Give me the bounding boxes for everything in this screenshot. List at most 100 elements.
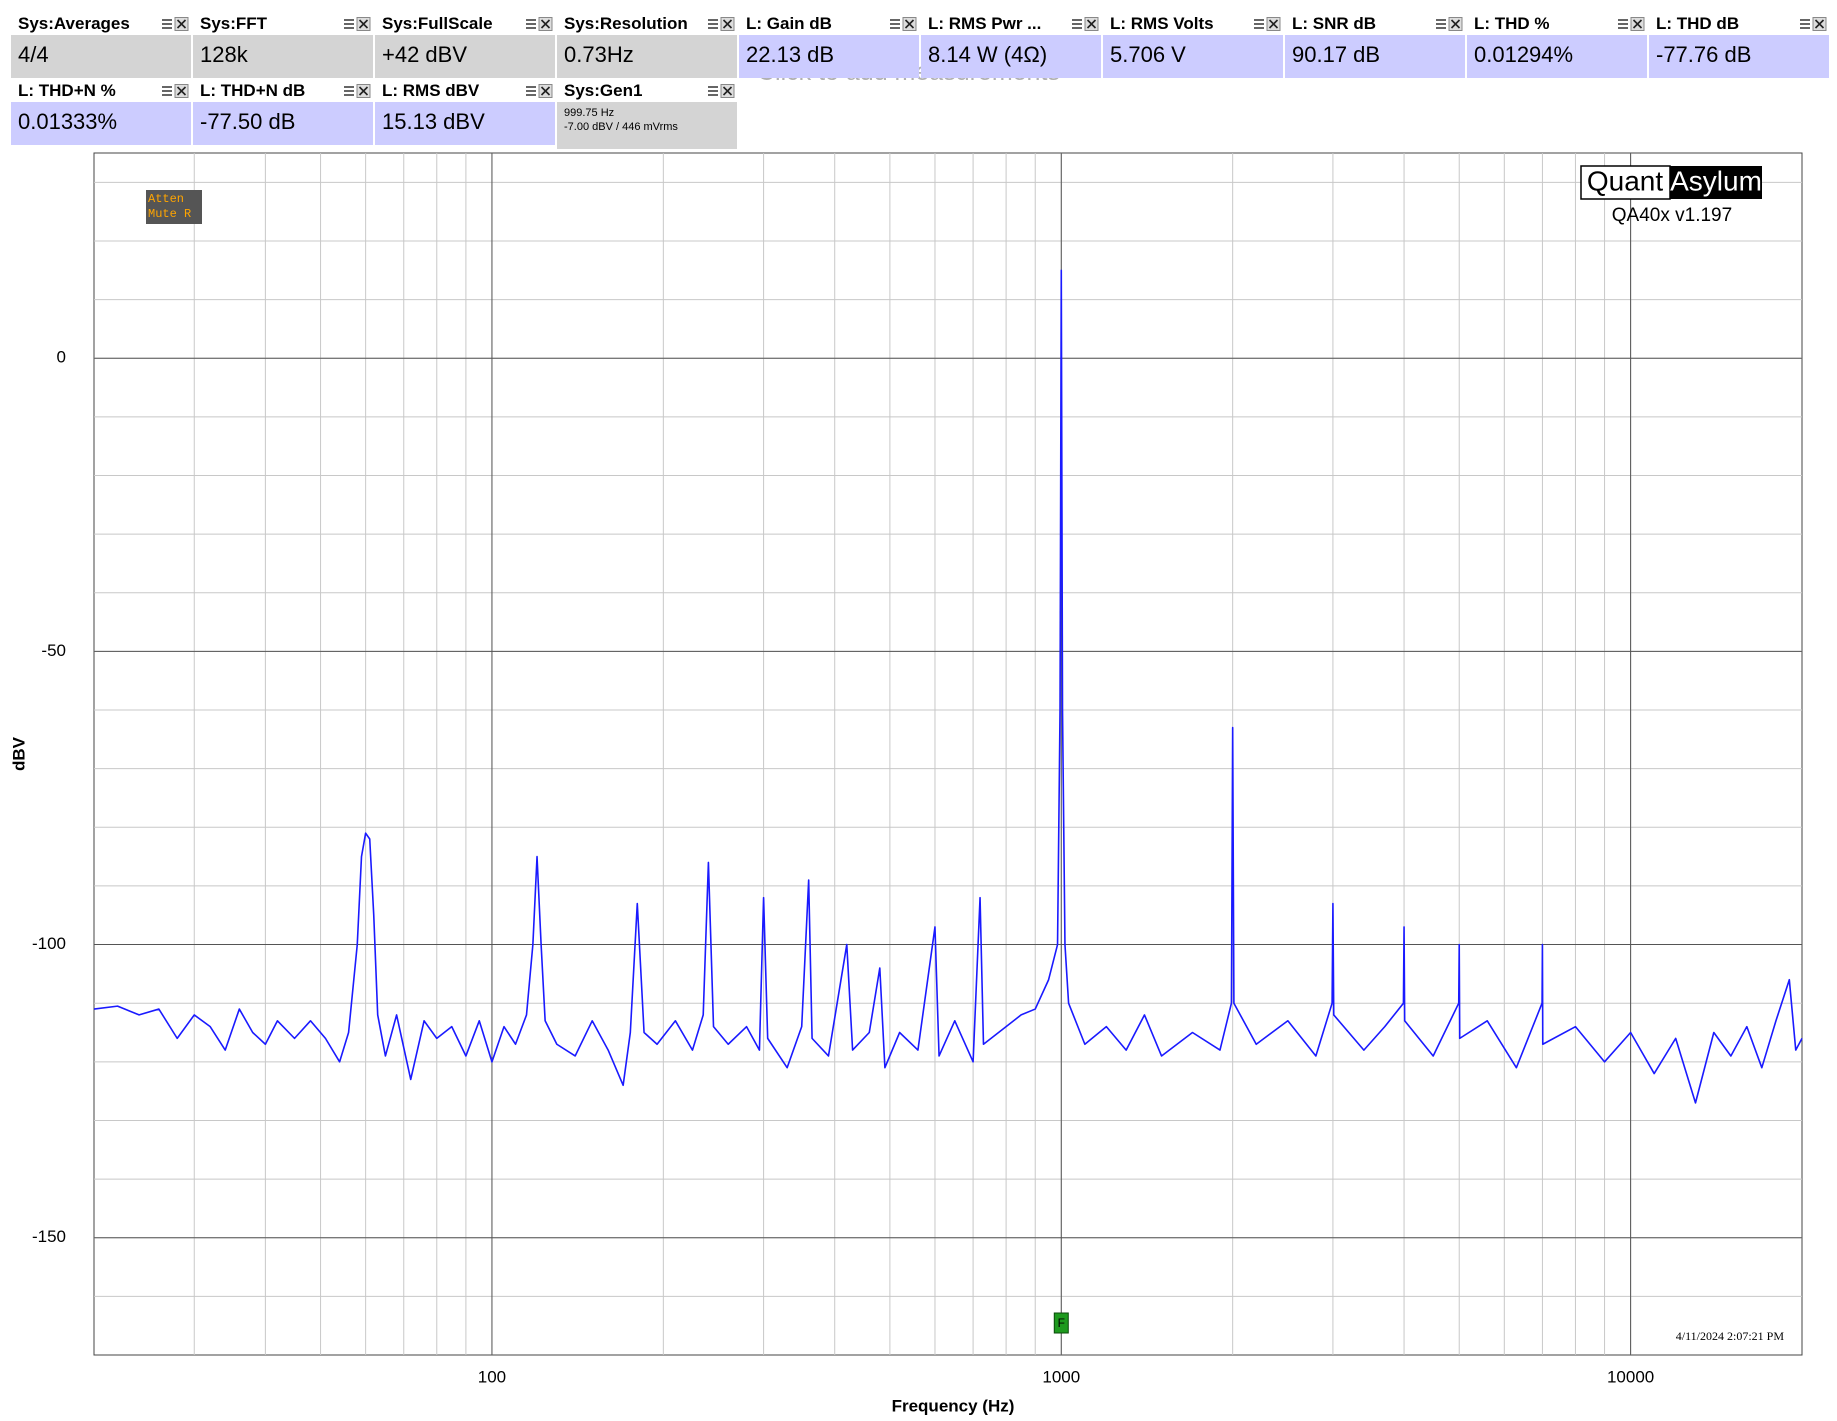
tile-label: L: THD % xyxy=(1474,14,1550,33)
tile-icons xyxy=(1618,17,1645,31)
tile-icons xyxy=(708,84,735,98)
measurement-tile[interactable]: L: THD dB -77.76 dB xyxy=(1649,12,1829,78)
tile-value-text: 5.706 V xyxy=(1110,42,1186,67)
measurement-tile[interactable]: Sys:FFT 128k xyxy=(193,12,373,78)
status-box xyxy=(146,190,202,224)
tile-label: Sys:Resolution xyxy=(564,14,688,33)
tile-header: L: THD % xyxy=(1467,12,1647,35)
tile-value-text: 4/4 xyxy=(18,42,49,67)
tile-label: L: SNR dB xyxy=(1292,14,1377,33)
close-icon[interactable] xyxy=(1086,19,1097,29)
tile-icons xyxy=(708,17,735,31)
close-icon[interactable] xyxy=(904,19,915,29)
tile-header: Sys:Resolution xyxy=(557,12,737,35)
measurement-tile[interactable]: L: Gain dB 22.13 dB xyxy=(739,12,919,78)
close-icon[interactable] xyxy=(358,19,369,29)
tile-label: L: Gain dB xyxy=(746,14,832,33)
tile-header: Sys:Averages xyxy=(11,12,191,35)
tile-icons xyxy=(344,84,371,98)
x-axis-label: Frequency (Hz) xyxy=(892,1396,1015,1415)
logo-box xyxy=(1580,165,1671,200)
close-icon[interactable] xyxy=(540,19,551,29)
tile-label: Sys:Gen1 xyxy=(564,81,643,100)
logo-box xyxy=(1670,166,1762,199)
close-icon[interactable] xyxy=(1268,19,1279,29)
tile-label: L: RMS dBV xyxy=(382,81,480,100)
tile-icons xyxy=(1072,17,1099,31)
y-tick-label: -100 xyxy=(32,934,66,953)
measurement-tile[interactable]: Sys:Gen1 999.75 Hz -7.00 dBV / 446 mVrms xyxy=(557,79,737,149)
marker-label: F xyxy=(1058,1316,1065,1330)
tile-icons xyxy=(1436,17,1463,31)
close-icon[interactable] xyxy=(540,86,551,96)
tile-header: L: RMS Volts xyxy=(1103,12,1283,35)
tile-value: 4/4 xyxy=(11,35,191,78)
tile-header: L: THD+N dB xyxy=(193,79,373,102)
tile-header: L: THD+N % xyxy=(11,79,191,102)
tile-value-text: 8.14 W (4Ω) xyxy=(928,42,1048,67)
tile-icons xyxy=(344,17,371,31)
close-icon[interactable] xyxy=(176,19,187,29)
logo-text: Asylum xyxy=(1670,165,1762,196)
tile-value: 0.01294% xyxy=(1467,35,1647,78)
measurement-tile[interactable]: Sys:FullScale +42 dBV xyxy=(375,12,555,78)
close-icon[interactable] xyxy=(722,19,733,29)
tile-header: L: RMS dBV xyxy=(375,79,555,102)
measurement-tile[interactable]: L: RMS Volts 5.706 V xyxy=(1103,12,1283,78)
measurement-tile[interactable]: Sys:Averages 4/4 xyxy=(11,12,191,78)
tile-label: L: THD+N dB xyxy=(200,81,306,100)
close-icon[interactable] xyxy=(722,86,733,96)
tile-value: 0.73Hz xyxy=(557,35,737,78)
close-icon[interactable] xyxy=(1632,19,1643,29)
tile-label: L: THD dB xyxy=(1656,14,1740,33)
tile-icons xyxy=(162,17,189,31)
measurement-tile[interactable]: L: THD+N % 0.01333% xyxy=(11,79,191,145)
tile-value-text: 0.01333% xyxy=(18,109,118,134)
close-icon[interactable] xyxy=(1814,19,1825,29)
y-tick-label: -150 xyxy=(32,1227,66,1246)
tile-value-text: +42 dBV xyxy=(382,42,468,67)
tile-value-line: 999.75 Hz xyxy=(564,107,615,119)
x-tick-label: 100 xyxy=(478,1367,506,1386)
marker-box[interactable] xyxy=(1053,1312,1069,1334)
grid xyxy=(94,153,1802,1355)
x-tick-label: 10000 xyxy=(1607,1367,1654,1386)
y-axis-label: dBV xyxy=(9,736,28,771)
measurement-tile[interactable]: L: THD % 0.01294% xyxy=(1467,12,1647,78)
tile-value-text: -77.50 dB xyxy=(200,109,296,134)
tile-label: Sys:FFT xyxy=(200,14,268,33)
measurement-tile[interactable]: L: THD+N dB -77.50 dB xyxy=(193,79,373,145)
ticks: -150 -100 -50 0 100 1000 10000 xyxy=(32,348,1654,1387)
tile-value: -77.76 dB xyxy=(1649,35,1829,78)
tile-header: L: RMS Pwr ... xyxy=(921,12,1101,35)
measurement-tile[interactable]: Sys:Resolution 0.73Hz xyxy=(557,12,737,78)
tile-value: 5.706 V xyxy=(1103,35,1283,78)
tile-header: L: THD dB xyxy=(1649,12,1829,35)
status-text: Mute R xyxy=(148,207,191,221)
tile-icons xyxy=(162,84,189,98)
close-icon[interactable] xyxy=(1450,19,1461,29)
tile-header: Sys:Gen1 xyxy=(557,79,737,102)
close-icon[interactable] xyxy=(176,86,187,96)
tile-value-text: 0.73Hz xyxy=(564,42,634,67)
fundamental-marker[interactable]: F xyxy=(1053,1312,1069,1334)
measurement-tile[interactable]: L: RMS Pwr ... 8.14 W (4Ω) xyxy=(921,12,1101,78)
tile-value-line: -7.00 dBV / 446 mVrms xyxy=(564,121,678,133)
tile-value: 128k xyxy=(193,35,373,78)
status-text: Atten xyxy=(148,192,184,206)
tile-label: Sys:Averages xyxy=(18,14,130,33)
plot-area xyxy=(93,152,1803,1356)
y-tick-label: 0 xyxy=(57,348,66,367)
tile-value: 15.13 dBV xyxy=(375,102,555,145)
close-icon[interactable] xyxy=(358,86,369,96)
tile-header: Sys:FullScale xyxy=(375,12,555,35)
measurement-tile[interactable]: L: RMS dBV 15.13 dBV xyxy=(375,79,555,145)
tile-value: 90.17 dB xyxy=(1285,35,1465,78)
tile-value: -77.50 dB xyxy=(193,102,373,145)
tile-value: 999.75 Hz -7.00 dBV / 446 mVrms xyxy=(557,102,737,149)
tile-icons xyxy=(890,17,917,31)
tile-header: Sys:FFT xyxy=(193,12,373,35)
measurement-tile[interactable]: L: SNR dB 90.17 dB xyxy=(1285,12,1465,78)
